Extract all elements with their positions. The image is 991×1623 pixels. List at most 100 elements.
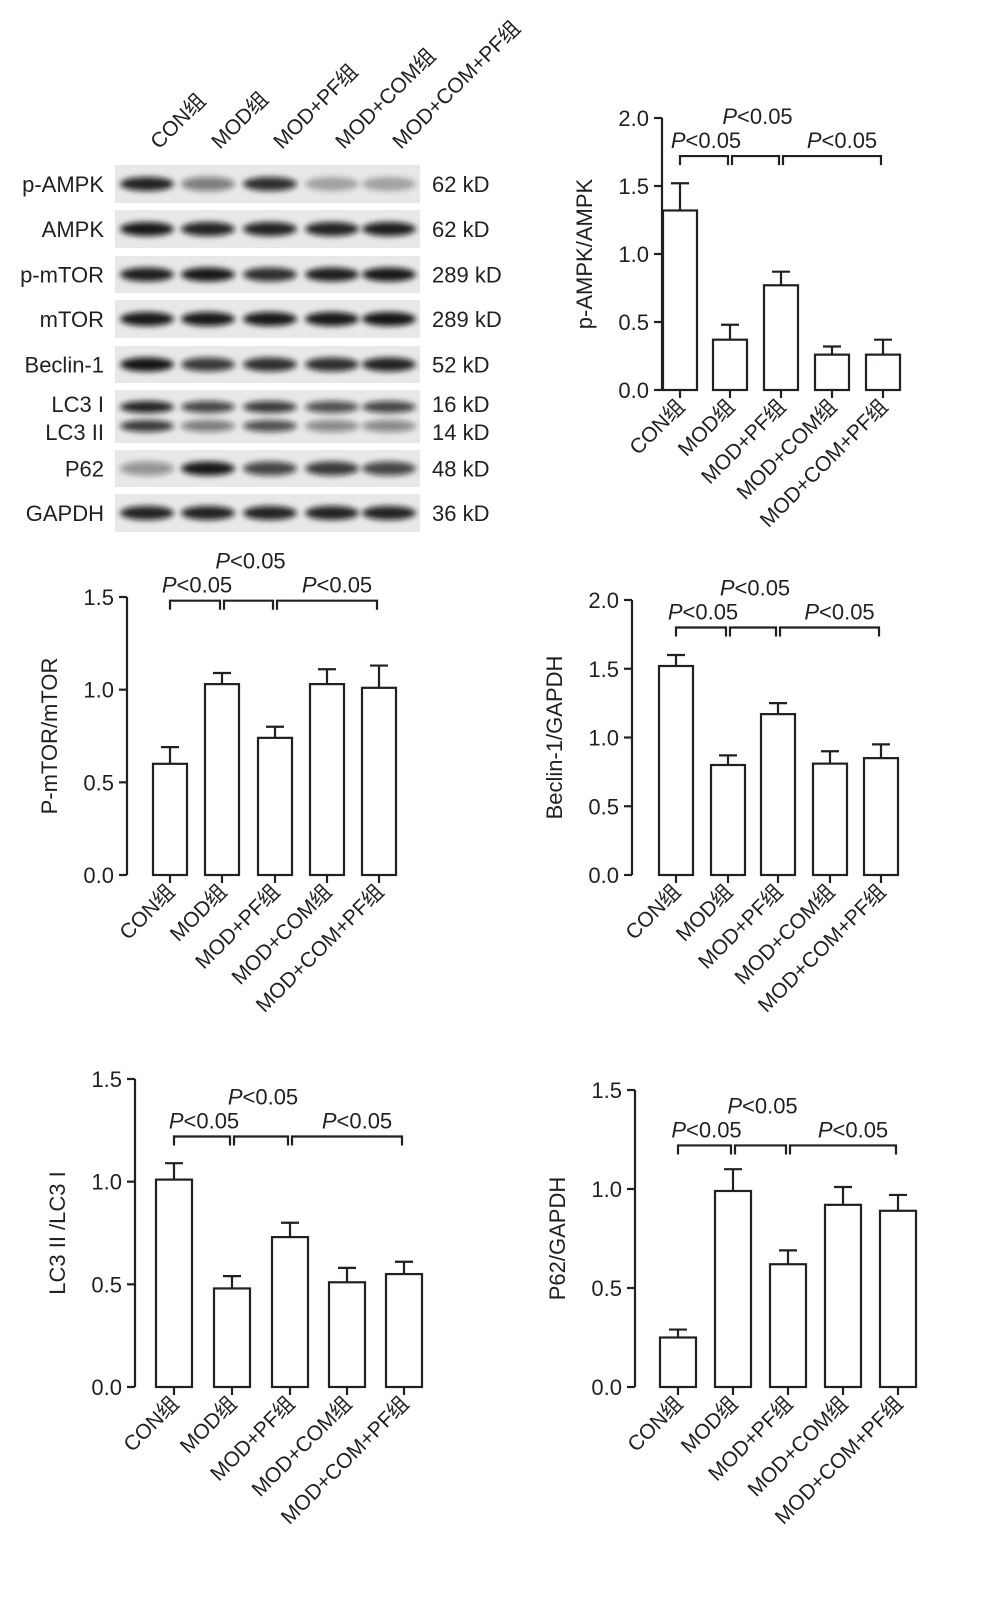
y-tick-label: 0.0 xyxy=(591,1375,622,1400)
protein-band xyxy=(243,312,297,326)
significance-bracket xyxy=(728,626,778,637)
y-tick-label: 0.5 xyxy=(591,1276,622,1301)
y-tick-label: 1.5 xyxy=(588,657,619,682)
protein-band xyxy=(362,267,416,282)
significance-bracket xyxy=(168,599,222,610)
bar-charts: 0.00.51.01.52.0p-AMPK/AMPKCON组MOD组MOD+PF… xyxy=(37,104,918,1529)
y-tick-label: 0.5 xyxy=(91,1272,122,1297)
protein-label: LC3 II xyxy=(45,420,104,445)
protein-band xyxy=(243,506,297,520)
bar xyxy=(823,1203,863,1389)
protein-band xyxy=(120,506,174,520)
bar xyxy=(862,757,900,877)
protein-band xyxy=(305,222,359,236)
significance-label: P<0.05 xyxy=(727,1093,797,1118)
y-tick-label: 2.0 xyxy=(588,588,619,613)
y-tick-label: 1.5 xyxy=(591,1078,622,1103)
protein-band xyxy=(362,506,416,520)
protein-band xyxy=(362,401,416,413)
protein-band xyxy=(305,506,359,520)
significance-label: P<0.05 xyxy=(169,1108,239,1133)
y-tick-label: 0.5 xyxy=(618,310,649,335)
bar xyxy=(658,1336,698,1389)
significance-bracket xyxy=(172,1135,232,1146)
bar xyxy=(864,353,902,392)
protein-band xyxy=(305,420,359,432)
y-tick-label: 1.0 xyxy=(618,242,649,267)
y-tick-label: 0.0 xyxy=(588,863,619,888)
molecular-weight-label: 52 kD xyxy=(432,353,489,378)
protein-band xyxy=(362,222,416,236)
significance-bracket xyxy=(290,1135,404,1146)
bar xyxy=(308,683,346,877)
significance-label: P<0.05 xyxy=(671,128,741,153)
bar xyxy=(657,664,695,877)
bar xyxy=(256,736,294,877)
significance-label: P<0.05 xyxy=(818,1117,888,1142)
protein-band xyxy=(305,401,359,413)
protein-band xyxy=(181,420,235,432)
x-tick-label: CON组 xyxy=(623,1392,687,1456)
y-tick-label: 0.0 xyxy=(618,378,649,403)
significance-label: P<0.05 xyxy=(322,1108,392,1133)
significance-bracket xyxy=(778,626,881,637)
bar xyxy=(360,686,398,877)
significance-label: P<0.05 xyxy=(668,600,738,625)
significance-label: P<0.05 xyxy=(215,549,285,574)
protein-band xyxy=(362,420,416,432)
protein-band xyxy=(120,222,174,236)
y-tick-label: 1.5 xyxy=(618,174,649,199)
significance-bracket xyxy=(781,154,883,166)
protein-band xyxy=(120,401,174,413)
significance-label: P<0.05 xyxy=(720,576,790,601)
bar xyxy=(384,1272,424,1389)
lane-label: CON组 xyxy=(146,89,210,153)
bar xyxy=(811,762,849,877)
bar xyxy=(878,1209,918,1389)
blot-strip xyxy=(115,390,420,443)
molecular-weight-label: 14 kD xyxy=(432,420,489,445)
protein-band xyxy=(181,267,235,282)
bar xyxy=(709,763,747,877)
bar xyxy=(154,1178,194,1389)
protein-band xyxy=(243,401,297,413)
protein-band xyxy=(181,312,235,326)
protein-band xyxy=(243,177,297,191)
protein-band xyxy=(243,461,297,476)
bar xyxy=(813,353,851,392)
protein-band xyxy=(120,267,174,282)
molecular-weight-label: 16 kD xyxy=(432,392,489,417)
protein-band xyxy=(362,312,416,326)
x-tick-label: MOD+COM组 xyxy=(247,1392,356,1501)
significance-bracket xyxy=(275,599,379,610)
protein-label: AMPK xyxy=(42,217,105,242)
y-axis-label: p-AMPK/AMPK xyxy=(572,178,597,329)
protein-label: p-AMPK xyxy=(22,172,104,197)
bar xyxy=(327,1281,367,1389)
chart-1: 0.00.51.01.52.0p-AMPK/AMPKCON组MOD组MOD+PF… xyxy=(572,104,902,532)
y-tick-label: 1.0 xyxy=(588,726,619,751)
significance-label: P<0.05 xyxy=(302,573,372,598)
bar xyxy=(212,1287,252,1389)
significance-label: P<0.05 xyxy=(228,1084,298,1109)
protein-band xyxy=(243,357,297,372)
significance-bracket xyxy=(676,1144,733,1155)
protein-band xyxy=(362,177,416,191)
molecular-weight-label: 62 kD xyxy=(432,172,489,197)
y-tick-label: 1.0 xyxy=(83,678,114,703)
chart-2: 0.00.51.01.5P-mTOR/mTORCON组MOD组MOD+PF组MO… xyxy=(37,549,398,1017)
y-axis-label: LC3 II /LC3 I xyxy=(45,1171,70,1295)
bar xyxy=(711,338,749,392)
bar xyxy=(151,762,189,877)
protein-band xyxy=(362,461,416,476)
significance-bracket xyxy=(678,154,730,166)
protein-band xyxy=(181,461,235,476)
protein-band xyxy=(305,357,359,372)
significance-label: P<0.05 xyxy=(722,104,792,129)
western-blot-panel: CON组MOD组MOD+PF组MOD+COM组MOD+COM+PF组p-AMPK… xyxy=(20,17,525,532)
y-tick-label: 0.0 xyxy=(83,863,114,888)
protein-band xyxy=(243,222,297,236)
protein-band xyxy=(243,267,297,282)
